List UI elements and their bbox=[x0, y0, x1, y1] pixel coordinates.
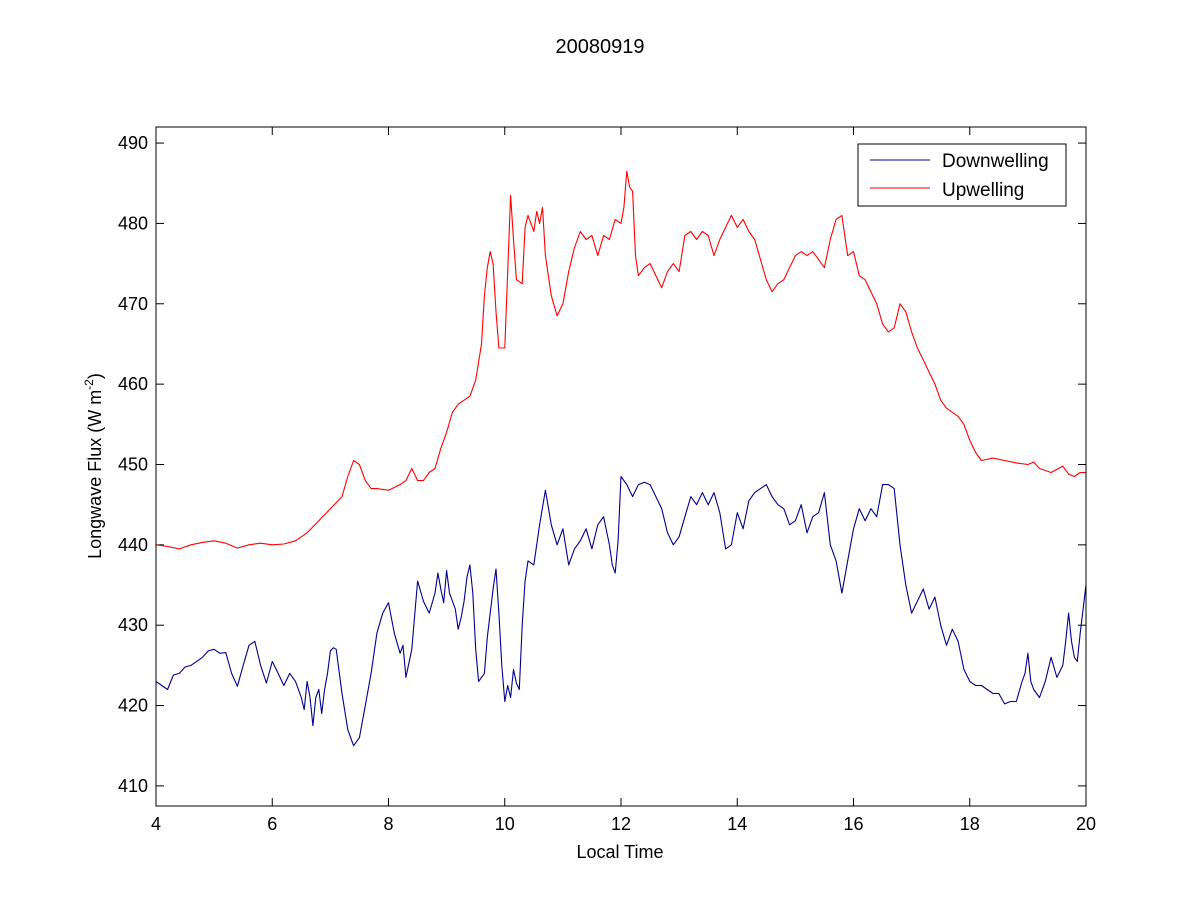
y-tick-label: 440 bbox=[118, 535, 148, 555]
chart-title: 20080919 bbox=[556, 36, 645, 58]
x-tick-label: 8 bbox=[383, 814, 393, 834]
axis-ticks bbox=[155, 127, 1087, 806]
legend-box bbox=[857, 143, 1067, 207]
y-tick-labels: 410 420 430 440 450 460 470 480 490 bbox=[118, 133, 148, 796]
plot-frame bbox=[155, 126, 1087, 807]
series-line-downwelling bbox=[155, 475, 1087, 747]
y-axis-label-close: ) bbox=[85, 373, 105, 379]
x-tick-label: 14 bbox=[727, 814, 747, 834]
legend-label-upwelling: Upwelling bbox=[942, 180, 1024, 201]
y-tick-label: 470 bbox=[118, 294, 148, 314]
x-tick-label: 16 bbox=[843, 814, 863, 834]
x-tick-label: 18 bbox=[960, 814, 980, 834]
y-tick-label: 490 bbox=[118, 133, 148, 153]
x-tick-labels: 4 6 8 10 12 14 16 18 20 bbox=[151, 814, 1096, 834]
x-tick-label: 10 bbox=[495, 814, 515, 834]
x-tick-label: 4 bbox=[151, 814, 161, 834]
series-line-upwelling bbox=[155, 170, 1086, 550]
x-tick-label: 6 bbox=[267, 814, 277, 834]
y-axis-label-superscript: -2 bbox=[82, 379, 96, 390]
y-tick-label: 450 bbox=[118, 454, 148, 474]
y-tick-label: 480 bbox=[118, 213, 148, 233]
y-tick-label: 430 bbox=[118, 615, 148, 635]
y-tick-label: 420 bbox=[118, 696, 148, 716]
x-tick-label: 12 bbox=[611, 814, 631, 834]
legend-label-downwelling: Downwelling bbox=[942, 151, 1049, 172]
legend: Downwelling Upwelling bbox=[857, 143, 1067, 207]
x-tick-label: 20 bbox=[1076, 814, 1096, 834]
y-tick-label: 410 bbox=[118, 776, 148, 796]
y-axis-label: Longwave Flux (W m-2) bbox=[82, 373, 105, 559]
plot-area bbox=[156, 127, 1086, 806]
y-axis-label-main: Longwave Flux (W m bbox=[85, 390, 105, 559]
y-tick-label: 460 bbox=[118, 374, 148, 394]
x-axis-label: Local Time bbox=[576, 842, 663, 862]
series-layer bbox=[155, 170, 1087, 747]
